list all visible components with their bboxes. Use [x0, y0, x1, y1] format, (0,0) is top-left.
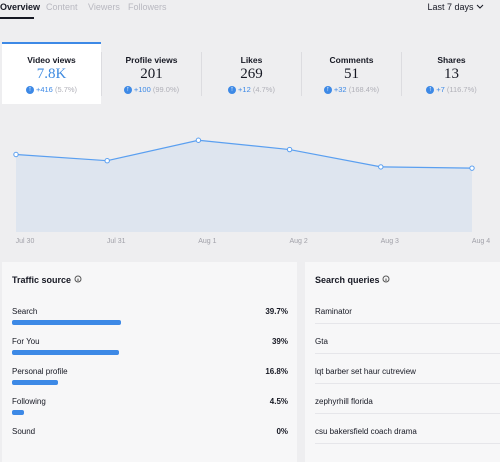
change-value: +100	[133, 85, 151, 94]
tab[interactable]: Viewers	[88, 2, 120, 12]
metric-label: Video views	[27, 55, 76, 65]
x-tick-label: Jul 30	[16, 238, 35, 245]
metric-card[interactable]: Likes 269 ↑ +12 (4.7%)	[202, 44, 301, 104]
date-range[interactable]: Last 7 days	[427, 2, 474, 12]
panel-title: Traffic source	[12, 275, 82, 285]
plus-icon: ↑	[323, 86, 332, 95]
plus-icon: ↑	[228, 86, 237, 95]
metric-value: 7.8K	[36, 66, 67, 82]
point	[378, 164, 384, 170]
traffic-source-panel: Traffic source Search 39.7% For You 39% Pers…	[2, 262, 297, 462]
change-percent: (4.7%)	[252, 85, 275, 94]
point	[104, 158, 110, 164]
selected-indicator	[2, 42, 101, 45]
source-name: Personal profile	[12, 367, 68, 376]
metric-card[interactable]: Shares 13 ↑ +7 (116.7%)	[402, 44, 500, 104]
plus-icon: ↑	[25, 86, 34, 95]
area	[16, 140, 472, 232]
metric-label: Profile views	[125, 55, 178, 65]
source-bar	[12, 410, 25, 415]
point	[286, 146, 293, 153]
change-value: +12	[238, 85, 251, 94]
metric-change: ↑ +416 (5.7%)	[2, 85, 101, 95]
plus-icon: ↑	[426, 86, 435, 95]
x-tick-label: Aug 1	[198, 238, 216, 245]
metric-value: 269	[240, 66, 263, 82]
card-divider	[401, 52, 402, 96]
source-percent: 39.7%	[265, 307, 288, 316]
change-percent: (116.7%)	[446, 85, 477, 94]
query-divider	[315, 383, 500, 384]
metric-value: 51	[344, 66, 359, 82]
x-tick-label: Aug 4	[472, 238, 490, 245]
point	[195, 137, 202, 143]
source-bar	[12, 320, 122, 325]
change-value: +7	[436, 85, 445, 94]
panel-title: Search queries	[315, 275, 390, 285]
tab-underline	[0, 17, 34, 19]
tab[interactable]: Followers	[128, 2, 167, 12]
card-divider	[201, 52, 202, 96]
info-icon	[382, 275, 390, 283]
card-divider	[101, 52, 102, 96]
source-bar	[12, 380, 59, 385]
metric-label: Likes	[240, 55, 263, 65]
card-divider	[301, 52, 302, 96]
change-percent: (5.7%)	[54, 85, 78, 94]
metric-label: Comments	[329, 55, 374, 65]
source-name: Following	[12, 397, 46, 406]
source-name: Search	[12, 307, 38, 316]
metric-change: ↑ +7 (116.7%)	[402, 85, 500, 95]
query-divider	[315, 443, 500, 444]
x-tick-label: Aug 3	[381, 238, 399, 245]
source-bar	[12, 350, 120, 355]
query-divider	[315, 413, 500, 414]
query[interactable]: lqt barber set haur cutreview	[315, 367, 416, 376]
x-tick-label: Jul 31	[107, 238, 126, 245]
tab[interactable]: Content	[46, 2, 78, 12]
query-divider	[315, 353, 500, 354]
source-percent: 39%	[271, 337, 288, 346]
change-percent: (99.0%)	[152, 85, 180, 94]
metric-value: 13	[444, 66, 459, 82]
source-percent: 0%	[276, 427, 288, 436]
query[interactable]: Raminator	[315, 307, 352, 316]
date-dropdown[interactable]: Last 7 days	[427, 2, 484, 12]
source-name: Sound	[12, 427, 36, 436]
page: Overview Content Viewers Followers Last 7 d…	[0, 2, 500, 444]
metric-card[interactable]: Video views 7.8K ↑ +416 (5.7%)	[2, 44, 101, 104]
metric-change: ↑ +12 (4.7%)	[202, 85, 301, 95]
query[interactable]: zephyrhill florida	[315, 397, 373, 406]
title-text: Traffic source	[12, 275, 72, 285]
tab[interactable]: Overview	[0, 2, 41, 12]
source-percent: 16.8%	[265, 367, 288, 376]
change-percent: (168.4%)	[348, 85, 380, 94]
metric-value: 201	[140, 66, 163, 82]
line	[15, 139, 473, 169]
query[interactable]: csu bakersfield coach drama	[315, 427, 417, 436]
title-text: Search queries	[315, 275, 380, 285]
metric-label: Shares	[437, 55, 466, 65]
point	[13, 151, 19, 158]
source-name: For You	[12, 337, 40, 346]
metric-card[interactable]: Comments 51 ↑ +32 (168.4%)	[302, 44, 401, 104]
x-tick-label: Aug 2	[289, 238, 307, 245]
query-divider	[315, 323, 500, 324]
point	[469, 165, 475, 171]
chevron	[476, 4, 484, 9]
metric-card[interactable]: Profile views 201 ↑ +100 (99.0%)	[102, 44, 201, 104]
info-icon	[74, 275, 82, 283]
line-chart: Jul 30 Jul 31 Aug 1 Aug 2 Aug 3 Aug 4	[13, 137, 490, 245]
source-percent: 4.5%	[269, 397, 288, 406]
metric-change: ↑ +32 (168.4%)	[302, 85, 401, 95]
metric-change: ↑ +100 (99.0%)	[102, 85, 201, 95]
search-queries-panel: Search queries Raminator Gta lqt barber se…	[305, 262, 500, 462]
change-value: +416	[35, 85, 53, 94]
plus-icon: ↑	[123, 86, 132, 95]
change-value: +32	[333, 85, 347, 94]
query[interactable]: Gta	[315, 337, 328, 346]
